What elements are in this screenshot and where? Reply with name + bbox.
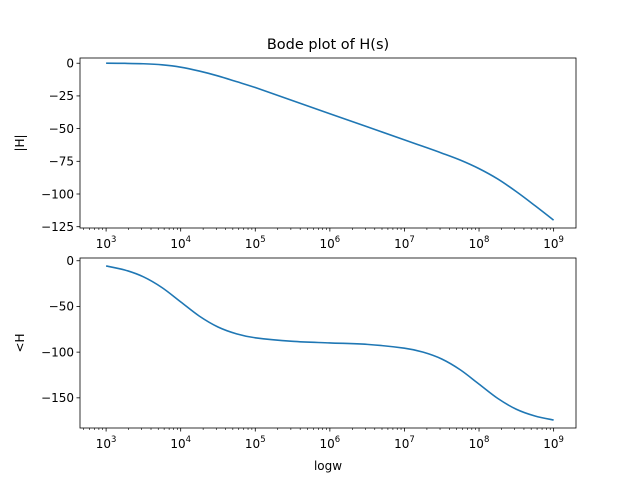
phase-x-tick-label: 109 [543,435,564,451]
phase-x-axis-label: logw [314,459,342,473]
magnitude-y-tick-label: −50 [49,122,74,136]
magnitude-x-tick-label: 109 [543,235,564,251]
chart-title: Bode plot of H(s) [267,37,389,53]
phase-y-tick-label: −50 [49,300,74,314]
magnitude-x-tick-label: 104 [170,235,191,251]
phase-y-tick-label: −100 [41,345,74,359]
phase-x-tick-label: 104 [170,435,191,451]
magnitude-y-axis-label: |H| [13,134,27,151]
phase-y-tick-label: 0 [66,254,74,268]
magnitude-series-line [106,62,555,221]
magnitude-x-tick-label: 105 [245,235,266,251]
phase-axes-frame [79,257,577,429]
phase-x-tick-label: 107 [394,435,415,451]
magnitude-y-tick-label: −75 [49,155,74,169]
phase-y-tick-label: −150 [41,391,74,405]
phase-y-axis-label: <H [13,333,27,352]
magnitude-x-tick-label: 103 [96,235,117,251]
magnitude-y-tick-label: 0 [66,57,74,71]
phase-x-tick-label: 106 [320,435,341,451]
phase-x-tick-label: 105 [245,435,266,451]
magnitude-x-tick-label: 106 [320,235,341,251]
phase-x-tick-label: 108 [469,435,490,451]
magnitude-x-tick-label: 107 [394,235,415,251]
magnitude-y-tick-label: −100 [41,187,74,201]
phase-series-line [105,265,554,421]
magnitude-x-tick-label: 108 [469,235,490,251]
magnitude-y-tick-label: −25 [49,89,74,103]
magnitude-axes-frame [79,57,577,229]
magnitude-y-tick-label: −125 [41,220,74,234]
phase-x-tick-label: 103 [96,435,117,451]
